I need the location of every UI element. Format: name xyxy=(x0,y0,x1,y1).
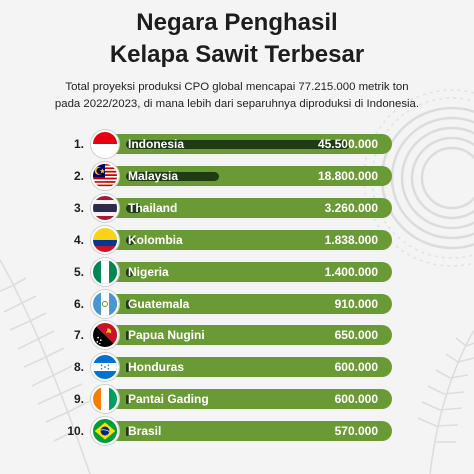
country-label: Kolombia xyxy=(128,232,183,247)
bar-background: Guatemala 910.000 xyxy=(104,293,392,314)
bar-background: Indonesia 45.500.000 xyxy=(104,134,392,154)
chart-row: 3. Thailand 3.260.000 xyxy=(0,193,474,222)
rank-label: 6. xyxy=(73,296,84,311)
bar-background: Thailand 3.260.000 xyxy=(104,197,392,218)
chart-row: 2. Malaysia 18.800.000 xyxy=(0,161,474,190)
rank-label: 7. xyxy=(73,328,84,343)
bar-background: Kolombia 1.838.000 xyxy=(104,229,392,250)
bar xyxy=(126,267,133,277)
bar-background: Brasil 570.000 xyxy=(104,421,392,442)
bar-background: Papua Nugini 650.000 xyxy=(104,325,392,346)
rank-label: 8. xyxy=(73,360,84,375)
bar xyxy=(126,140,350,149)
bar-background: Honduras 600.000 xyxy=(104,357,392,378)
chart-row: 4. Kolombia 1.838.000 xyxy=(0,225,474,254)
chart-row: 6. Guatemala 910.000 xyxy=(0,289,474,318)
flag-colombia-icon xyxy=(91,225,119,254)
flag-ivory-coast-icon xyxy=(91,385,119,414)
country-label: Honduras xyxy=(128,360,185,375)
subtitle-line-1: Total proyeksi produksi CPO global menca… xyxy=(65,81,409,93)
flag-nigeria-icon xyxy=(91,257,119,286)
bar xyxy=(126,395,129,405)
bar xyxy=(126,427,129,437)
flag-guatemala-icon xyxy=(91,289,119,318)
value-label: 600.000 xyxy=(334,392,378,407)
value-label: 45.500.000 xyxy=(317,137,378,151)
country-label: Guatemala xyxy=(128,296,190,311)
value-label: 570.000 xyxy=(334,424,378,439)
rank-label: 3. xyxy=(73,200,84,215)
value-label: 650.000 xyxy=(334,328,378,343)
flag-thailand-icon xyxy=(91,193,119,222)
rank-label: 5. xyxy=(73,264,84,279)
value-label: 1.838.000 xyxy=(324,232,378,247)
bar xyxy=(126,299,131,309)
value-label: 3.260.000 xyxy=(324,200,378,215)
bar xyxy=(126,171,219,181)
flag-papua-new-guinea-icon xyxy=(91,321,119,350)
rank-label: 4. xyxy=(73,232,84,247)
country-label: Papua Nugini xyxy=(128,328,205,343)
rank-label: 1. xyxy=(73,137,84,151)
chart-row: 9. Pantai Gading 600.000 xyxy=(0,385,474,414)
flag-malaysia-icon xyxy=(91,161,119,190)
bar xyxy=(126,363,129,373)
chart-row: 5. Nigeria 1.400.000 xyxy=(0,257,474,286)
flag-brazil-icon xyxy=(91,417,119,446)
value-label: 1.400.000 xyxy=(324,264,378,279)
bar-background: Nigeria 1.400.000 xyxy=(104,261,392,282)
chart-row: 8. Honduras 600.000 xyxy=(0,353,474,382)
rank-label: 2. xyxy=(73,168,84,183)
chart-row: 1. Indonesia 45.500.000 xyxy=(0,130,474,158)
country-label: Malaysia xyxy=(128,168,179,183)
value-label: 600.000 xyxy=(334,360,378,375)
rank-label: 10. xyxy=(67,424,84,439)
bar xyxy=(126,203,142,213)
chart-row: 10. Brasil 570.000 xyxy=(0,417,474,446)
country-label: Thailand xyxy=(128,200,178,215)
page-title-line-1: Negara Penghasil xyxy=(136,9,338,36)
bar-background: Malaysia 18.800.000 xyxy=(104,165,392,186)
page-title-line-2: Kelapa Sawit Terbesar xyxy=(109,41,365,68)
value-label: 910.000 xyxy=(334,296,378,311)
country-label: Nigeria xyxy=(128,264,169,279)
bar xyxy=(126,235,135,245)
country-label: Pantai Gading xyxy=(128,392,209,407)
bar xyxy=(126,331,130,341)
flag-indonesia-icon xyxy=(91,130,119,158)
country-label: Indonesia xyxy=(128,137,185,151)
flag-honduras-icon xyxy=(91,353,119,382)
chart-row: 7. Papua Nugini 650.000 xyxy=(0,321,474,350)
subtitle-line-2: pada 2022/2023, di mana lebih dari separ… xyxy=(54,98,420,110)
country-label: Brasil xyxy=(128,424,162,439)
bar-background: Pantai Gading 600.000 xyxy=(104,389,392,410)
value-label: 18.800.000 xyxy=(317,168,378,183)
rank-label: 9. xyxy=(73,392,84,407)
